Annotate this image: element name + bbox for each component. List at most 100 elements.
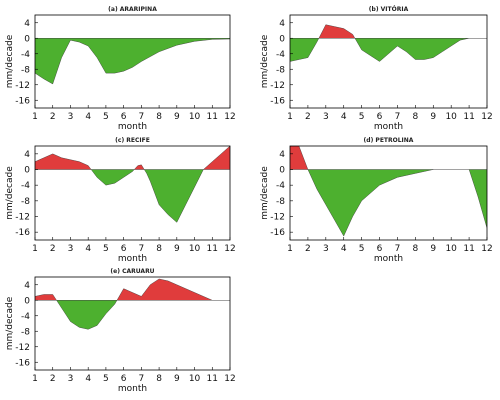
- y-tick-label: -16: [15, 96, 30, 106]
- x-tick-label: 5: [103, 244, 109, 254]
- x-tick-label: 5: [103, 374, 109, 384]
- x-tick-label: 2: [50, 244, 56, 254]
- x-tick-label: 8: [412, 244, 418, 254]
- x-tick-label: 1: [32, 244, 38, 254]
- panel-title: (e) CARUARU: [110, 268, 154, 275]
- x-tick-label: 2: [50, 112, 56, 122]
- negative-area: [469, 169, 487, 229]
- x-tick-label: 1: [32, 112, 38, 122]
- plot-area: [290, 24, 487, 62]
- positive-area: [35, 278, 230, 301]
- y-tick-label: -8: [21, 197, 30, 207]
- y-tick-label: -16: [15, 358, 30, 368]
- x-tick-label: 12: [224, 112, 235, 122]
- y-tick-label: 4: [279, 19, 285, 29]
- negative-area: [290, 38, 487, 62]
- x-tick-label: 3: [323, 244, 329, 254]
- x-tick-label: 5: [103, 112, 109, 122]
- x-tick-label: 4: [341, 112, 347, 122]
- x-tick-label: 11: [207, 112, 218, 122]
- y-tick-label: -8: [21, 65, 30, 75]
- x-tick-label: 6: [121, 244, 127, 254]
- x-tick-label: 5: [359, 112, 365, 122]
- x-tick-label: 11: [207, 374, 218, 384]
- panel-petrolina: 1 2 3 4 5 6 7 8 9 10 11 1240-4-8-12-16monthmm/decad…: [260, 137, 493, 264]
- plot-frame: [34, 145, 231, 241]
- plot-frame: [34, 14, 231, 109]
- x-tick-label: 2: [305, 112, 311, 122]
- x-tick-label: 2: [305, 244, 311, 254]
- y-tick-label: -4: [21, 50, 30, 60]
- y-tick-label: -8: [276, 65, 285, 75]
- x-axis-label: month: [118, 122, 147, 132]
- y-tick-label: -12: [270, 213, 285, 223]
- x-tick-label: 9: [174, 244, 180, 254]
- y-tick-label: 0: [24, 296, 30, 306]
- y-tick-label: 0: [279, 166, 285, 176]
- x-tick-label: 12: [481, 244, 492, 254]
- x-tick-label: 3: [323, 112, 329, 122]
- y-tick-label: -8: [21, 327, 30, 337]
- x-tick-label: 10: [189, 374, 201, 384]
- x-tick-label: 1: [287, 244, 293, 254]
- x-tick-label: 7: [395, 244, 401, 254]
- x-tick-label: 7: [138, 244, 144, 254]
- y-tick-label: -16: [270, 96, 285, 106]
- x-tick-label: 12: [224, 244, 235, 254]
- y-tick-label: 4: [279, 150, 285, 160]
- trend-line: [35, 146, 230, 223]
- x-tick-label: 11: [463, 112, 474, 122]
- x-tick-label: 8: [156, 244, 162, 254]
- x-tick-label: 10: [445, 244, 457, 254]
- plot-area: [35, 146, 230, 223]
- plot-area: [35, 278, 230, 330]
- x-tick-label: 10: [445, 112, 457, 122]
- negative-area: [35, 169, 230, 223]
- plot-frame: [289, 14, 488, 109]
- negative-area: [35, 38, 230, 84]
- y-tick-label: -16: [15, 228, 30, 238]
- trend-line: [35, 38, 230, 85]
- y-tick-label: -4: [21, 181, 30, 191]
- y-tick-label: -4: [21, 312, 30, 322]
- y-axis-label: mm/decade: [260, 34, 270, 88]
- trend-line: [468, 169, 487, 229]
- trend-line: [35, 278, 230, 330]
- panel-caruaru: 1 2 3 4 5 6 7 8 9 10 11 1240-4-8-12-16monthmm/decad…: [5, 268, 236, 394]
- y-tick-label: 0: [24, 34, 30, 44]
- x-axis-label: month: [374, 122, 403, 132]
- plot-frame: [34, 276, 231, 371]
- y-tick-label: 0: [24, 166, 30, 176]
- plot-area: [35, 38, 230, 85]
- y-tick-label: -12: [15, 213, 30, 223]
- panel-title: (c) RECIFE: [115, 137, 150, 144]
- y-axis-label: mm/decade: [5, 296, 15, 350]
- x-tick-label: 4: [85, 112, 91, 122]
- x-tick-label: 9: [174, 374, 180, 384]
- panel-araripina: 1 2 3 4 5 6 7 8 9 10 11 1240-4-8-12-16monthmm/decad…: [5, 6, 236, 132]
- x-tick-label: 4: [341, 244, 347, 254]
- trend-line: [290, 24, 487, 62]
- x-tick-label: 8: [156, 112, 162, 122]
- y-tick-label: -4: [276, 181, 285, 191]
- x-tick-label: 6: [377, 112, 383, 122]
- y-axis-label: mm/decade: [260, 166, 270, 220]
- positive-area: [35, 146, 230, 170]
- y-tick-label: -8: [276, 197, 285, 207]
- y-tick-label: 0: [279, 34, 285, 44]
- x-tick-label: 4: [85, 374, 91, 384]
- panel-vitoria: 1 2 3 4 5 6 7 8 9 10 11 1240-4-8-12-16monthmm/decad…: [260, 6, 493, 132]
- x-tick-label: 11: [207, 244, 218, 254]
- x-tick-label: 1: [32, 374, 38, 384]
- positive-area: [290, 24, 487, 39]
- positive-area: [290, 146, 434, 170]
- x-tick-label: 5: [359, 244, 365, 254]
- x-tick-label: 3: [68, 112, 74, 122]
- panel-title: (b) VITÓRIA: [369, 6, 409, 13]
- x-tick-label: 6: [121, 112, 127, 122]
- plot-frame: [289, 145, 488, 241]
- x-tick-label: 12: [481, 112, 492, 122]
- y-tick-label: 4: [24, 150, 30, 160]
- x-tick-label: 12: [224, 374, 235, 384]
